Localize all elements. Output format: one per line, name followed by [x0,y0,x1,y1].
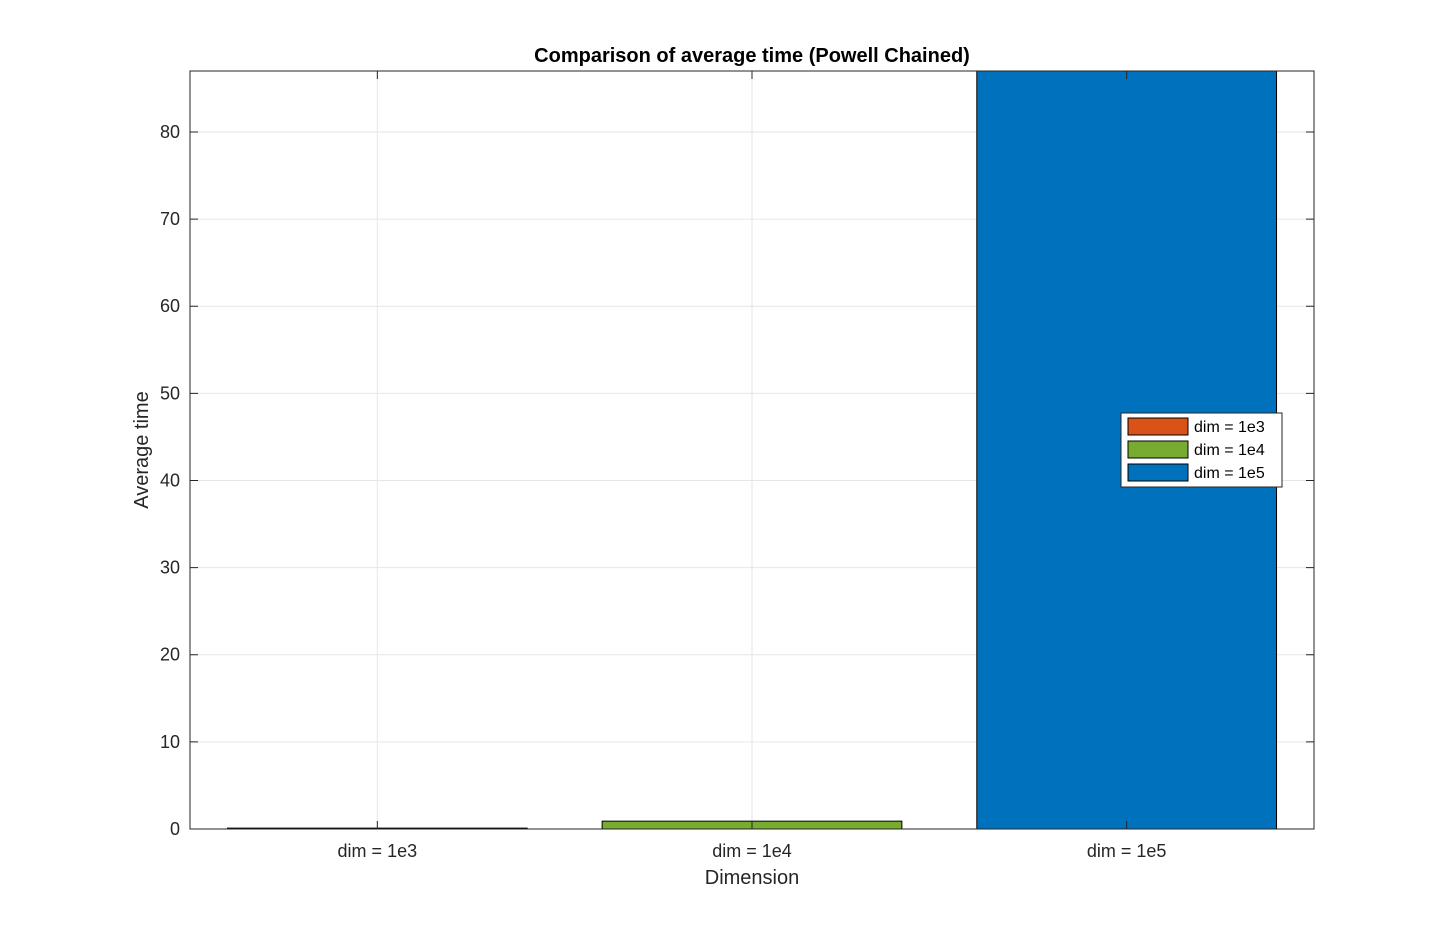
legend-entry-label: dim = 1e5 [1194,465,1265,482]
legend-entry-label: dim = 1e4 [1194,442,1265,459]
x-tick-label: dim = 1e3 [338,841,418,861]
y-tick-label: 40 [160,470,180,490]
grid-lines [190,71,1314,830]
chart-title: Comparison of average time (Powell Chain… [534,45,970,67]
y-tick-label: 80 [160,122,180,142]
legend: dim = 1e3 dim = 1e4 dim = 1e5 [1120,412,1283,488]
legend-swatch [1127,440,1189,459]
y-axis-label: Average time [131,391,153,508]
y-tick-label: 60 [160,296,180,316]
y-tick-label: 50 [160,383,180,403]
y-tick-label: 0 [170,819,180,839]
legend-entry-label: dim = 1e3 [1194,419,1265,436]
y-tick-label: 70 [160,209,180,229]
y-tick-label: 30 [160,558,180,578]
y-tick-label: 20 [160,645,180,665]
legend-swatch [1127,463,1189,482]
x-tick-label: dim = 1e4 [712,841,792,861]
x-tick-label: dim = 1e5 [1087,841,1167,861]
y-tick-label: 10 [160,732,180,752]
legend-swatch [1127,417,1189,436]
x-axis-label: Dimension [705,867,799,889]
